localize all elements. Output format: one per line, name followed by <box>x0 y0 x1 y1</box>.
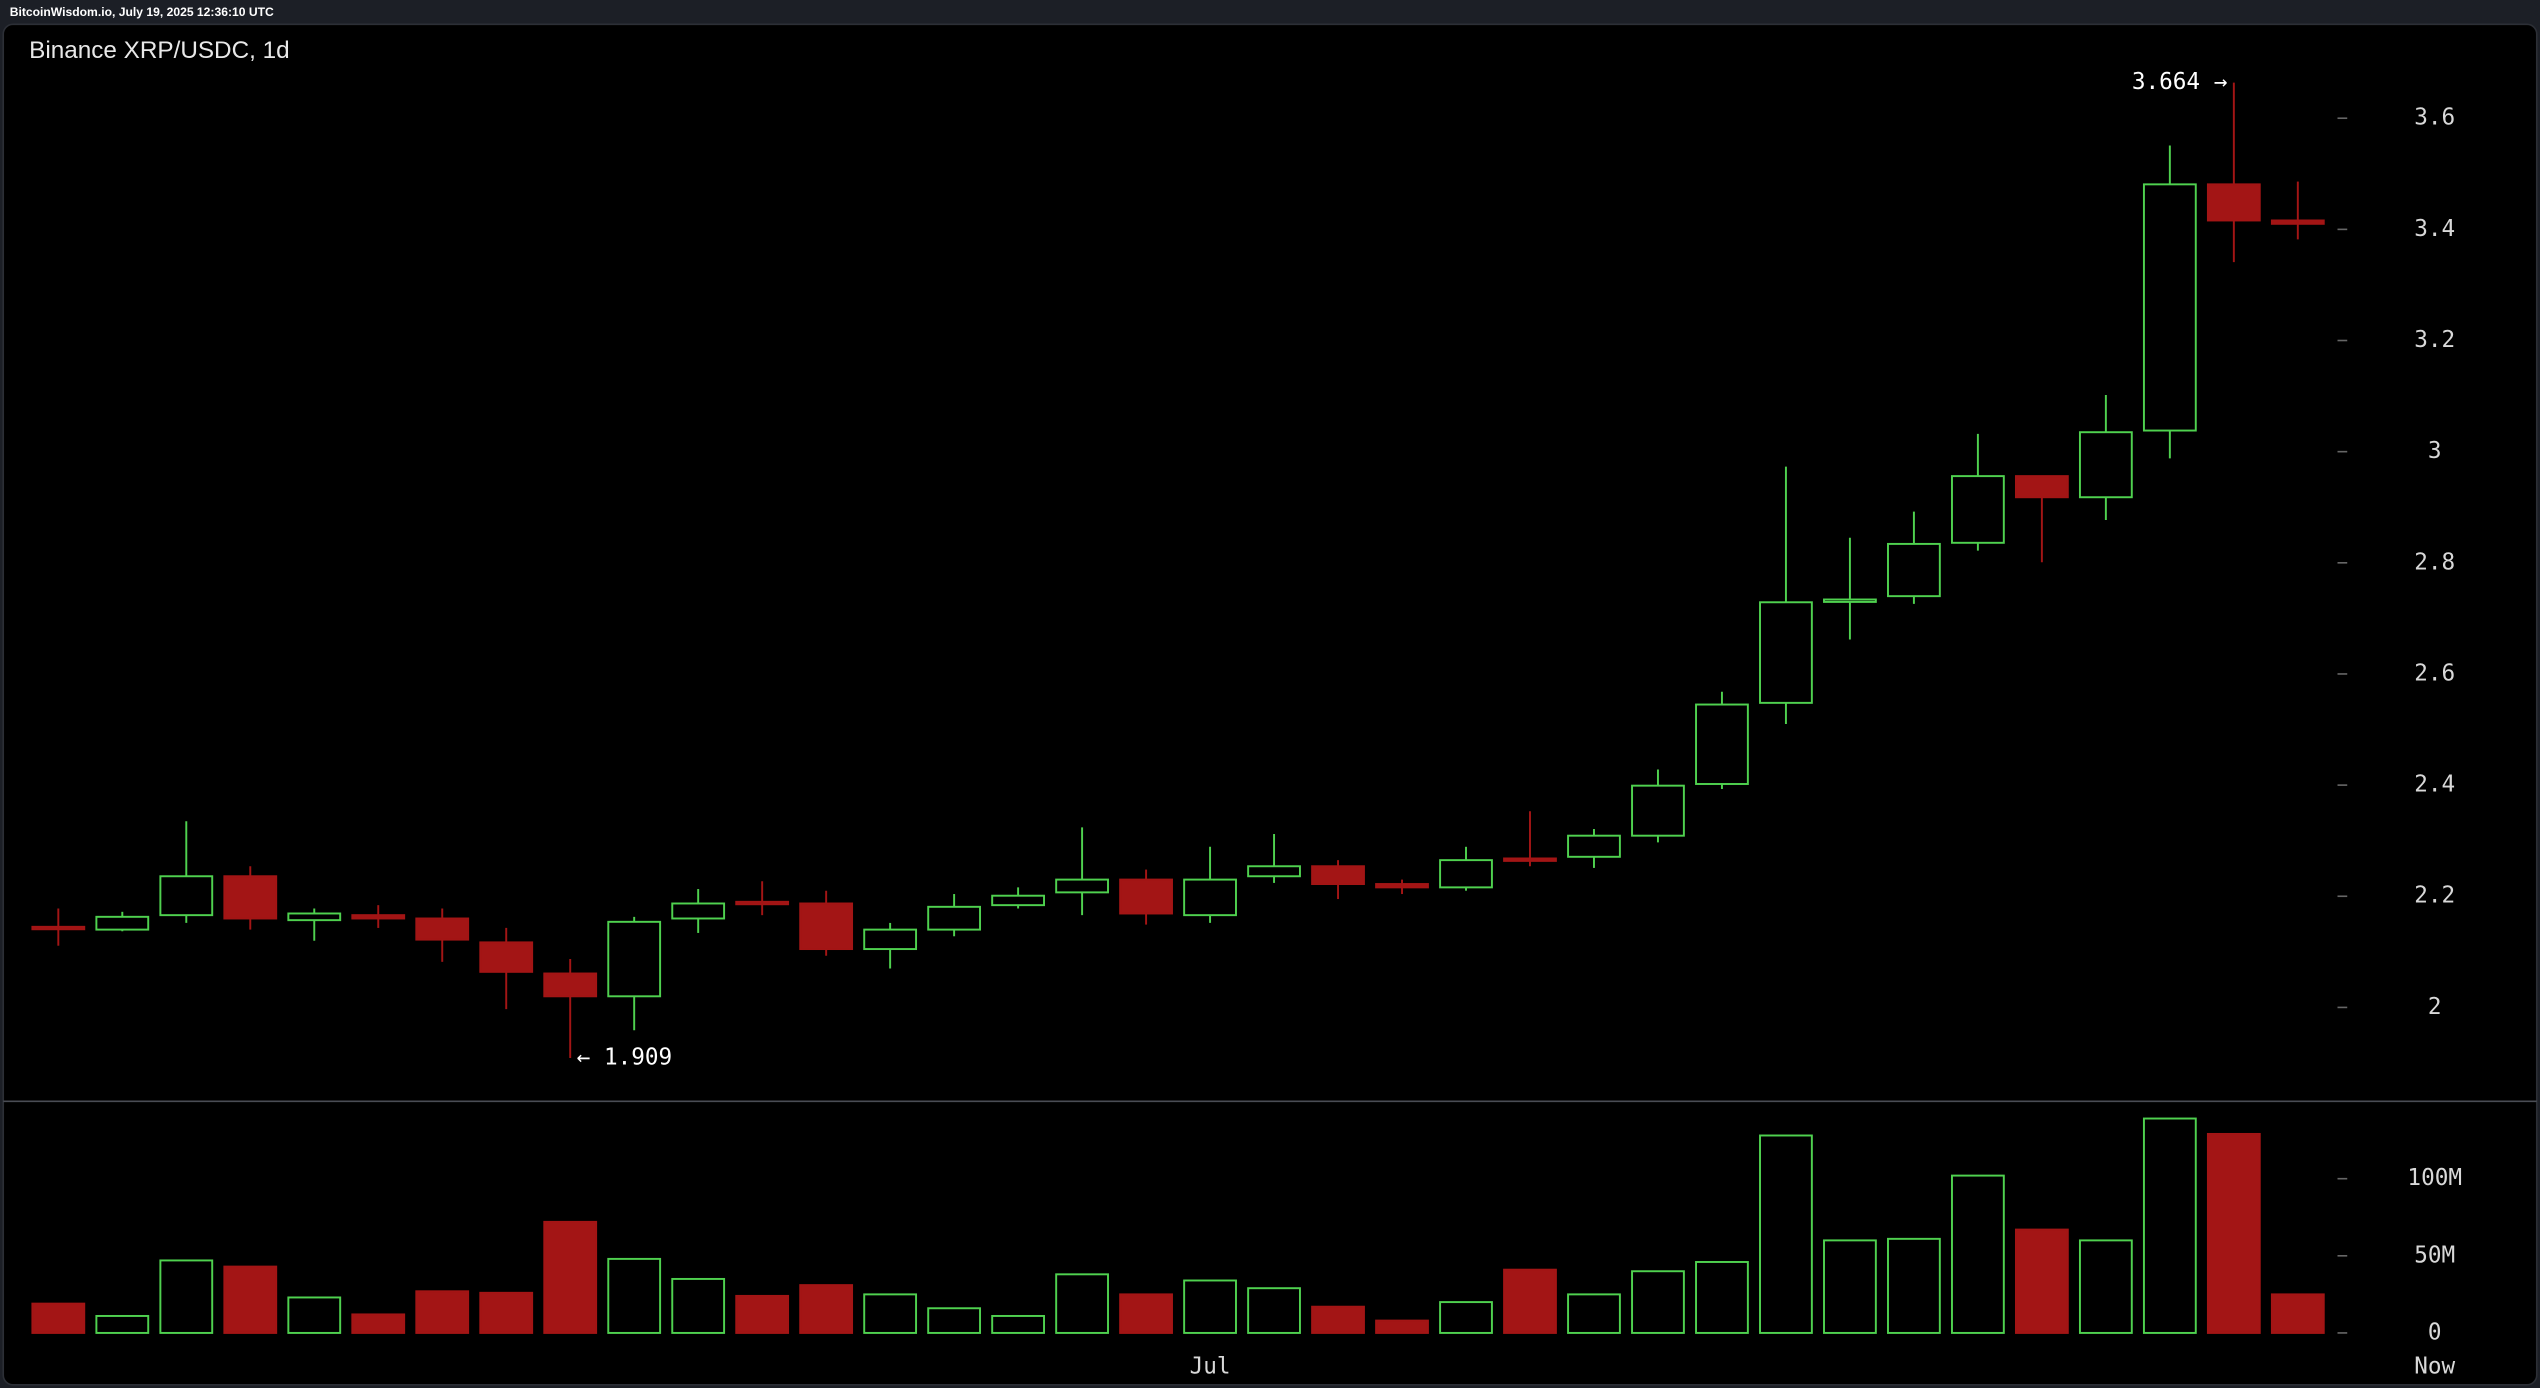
volume-bar <box>1119 1293 1173 1334</box>
y-tick-label: 3.4 <box>2414 216 2455 242</box>
volume-bar <box>1375 1319 1429 1334</box>
candle-body <box>1695 703 1749 785</box>
candle-body <box>1567 834 1621 858</box>
y-tick-label: 2.6 <box>2414 660 2455 686</box>
volume-bar <box>1055 1273 1109 1334</box>
candle-body <box>1183 878 1237 917</box>
volume-bar <box>1503 1268 1557 1334</box>
now-label: Now <box>2414 1353 2455 1379</box>
volume-bar <box>671 1277 726 1334</box>
volume-bar <box>415 1290 470 1334</box>
candle-body <box>2014 475 2069 499</box>
volume-bar <box>479 1291 534 1334</box>
volume-bar <box>607 1257 662 1334</box>
candle-body <box>863 928 918 951</box>
candle-body <box>159 875 214 917</box>
candle-body <box>1247 865 1301 878</box>
candle-body <box>991 894 1045 907</box>
high-annotation: 3.664 → <box>2132 69 2227 95</box>
volume-bar <box>1567 1293 1621 1334</box>
candle-body <box>799 902 854 951</box>
candle-body <box>543 972 598 998</box>
chart-panel <box>2 23 2538 1386</box>
candle-body <box>2206 183 2261 222</box>
volume-bar <box>159 1259 214 1334</box>
candle-body <box>2078 431 2133 499</box>
volume-bar <box>799 1284 854 1334</box>
y-tick-label: 3 <box>2428 438 2442 464</box>
volume-bar <box>2014 1228 2069 1334</box>
y-tick-label: 2.8 <box>2414 549 2455 575</box>
volume-bar <box>735 1294 790 1334</box>
volume-bar <box>991 1314 1045 1334</box>
volume-bar <box>1247 1287 1301 1334</box>
volume-bar <box>863 1293 918 1334</box>
candle-body <box>735 900 790 906</box>
volume-tick-label: 100M <box>2407 1165 2462 1191</box>
low-annotation: ← 1.909 <box>577 1044 672 1070</box>
volume-bar <box>543 1220 598 1334</box>
candle-body <box>351 914 406 920</box>
candle-body <box>31 925 86 931</box>
volume-bar <box>2078 1239 2133 1334</box>
candle-body <box>223 875 278 920</box>
volume-bar <box>1695 1261 1749 1334</box>
volume-bar <box>1183 1279 1237 1334</box>
candle-body <box>1055 878 1109 894</box>
volume-bar <box>223 1265 278 1334</box>
y-tick-label: 3.6 <box>2414 105 2455 131</box>
y-tick-label: 3.2 <box>2414 327 2455 353</box>
volume-bar <box>351 1313 406 1334</box>
candle-body <box>2142 183 2197 432</box>
volume-bar <box>31 1302 86 1334</box>
volume-bar <box>2270 1293 2325 1334</box>
candle-body <box>2270 219 2325 225</box>
candle-body <box>415 917 470 941</box>
volume-bar <box>1439 1301 1493 1334</box>
chart-title: Binance XRP/USDC, 1d <box>29 37 289 64</box>
volume-bar <box>95 1314 150 1334</box>
candle-body <box>479 941 534 973</box>
candle-body <box>287 912 342 922</box>
candle-body <box>1759 601 1813 704</box>
candle-body <box>1375 883 1429 889</box>
volume-bar <box>1311 1305 1365 1334</box>
volume-bar <box>1887 1237 1941 1334</box>
volume-bar <box>1951 1174 2005 1334</box>
y-tick-label: 2.4 <box>2414 772 2455 798</box>
candle-body <box>671 902 726 920</box>
volume-tick-label: 50M <box>2414 1242 2455 1268</box>
candle-body <box>1631 784 1685 837</box>
x-tick-label: Jul <box>1190 1353 1231 1379</box>
volume-bar <box>1823 1239 1877 1334</box>
y-tick-label: 2.2 <box>2414 883 2455 909</box>
candle-body <box>1887 542 1941 598</box>
volume-tick-label: 0 <box>2428 1319 2442 1345</box>
candle-body <box>1503 857 1557 862</box>
volume-bar <box>2206 1132 2261 1334</box>
volume-bar <box>927 1307 982 1334</box>
candle-body <box>1439 859 1493 889</box>
volume-bar <box>1759 1134 1813 1334</box>
candle-body <box>1119 878 1173 915</box>
y-tick-label: 2 <box>2428 994 2442 1020</box>
candle-body <box>1951 475 2005 544</box>
volume-bar <box>1631 1270 1685 1334</box>
header: BitcoinWisdom.io, July 19, 2025 12:36:10… <box>10 5 274 19</box>
candle-body <box>927 905 982 931</box>
candle-body <box>95 915 150 931</box>
candle-body <box>1311 865 1365 886</box>
candle-body <box>607 920 662 998</box>
volume-bar <box>287 1296 342 1334</box>
volume-bar <box>2142 1117 2197 1334</box>
candle-body <box>1823 598 1877 603</box>
